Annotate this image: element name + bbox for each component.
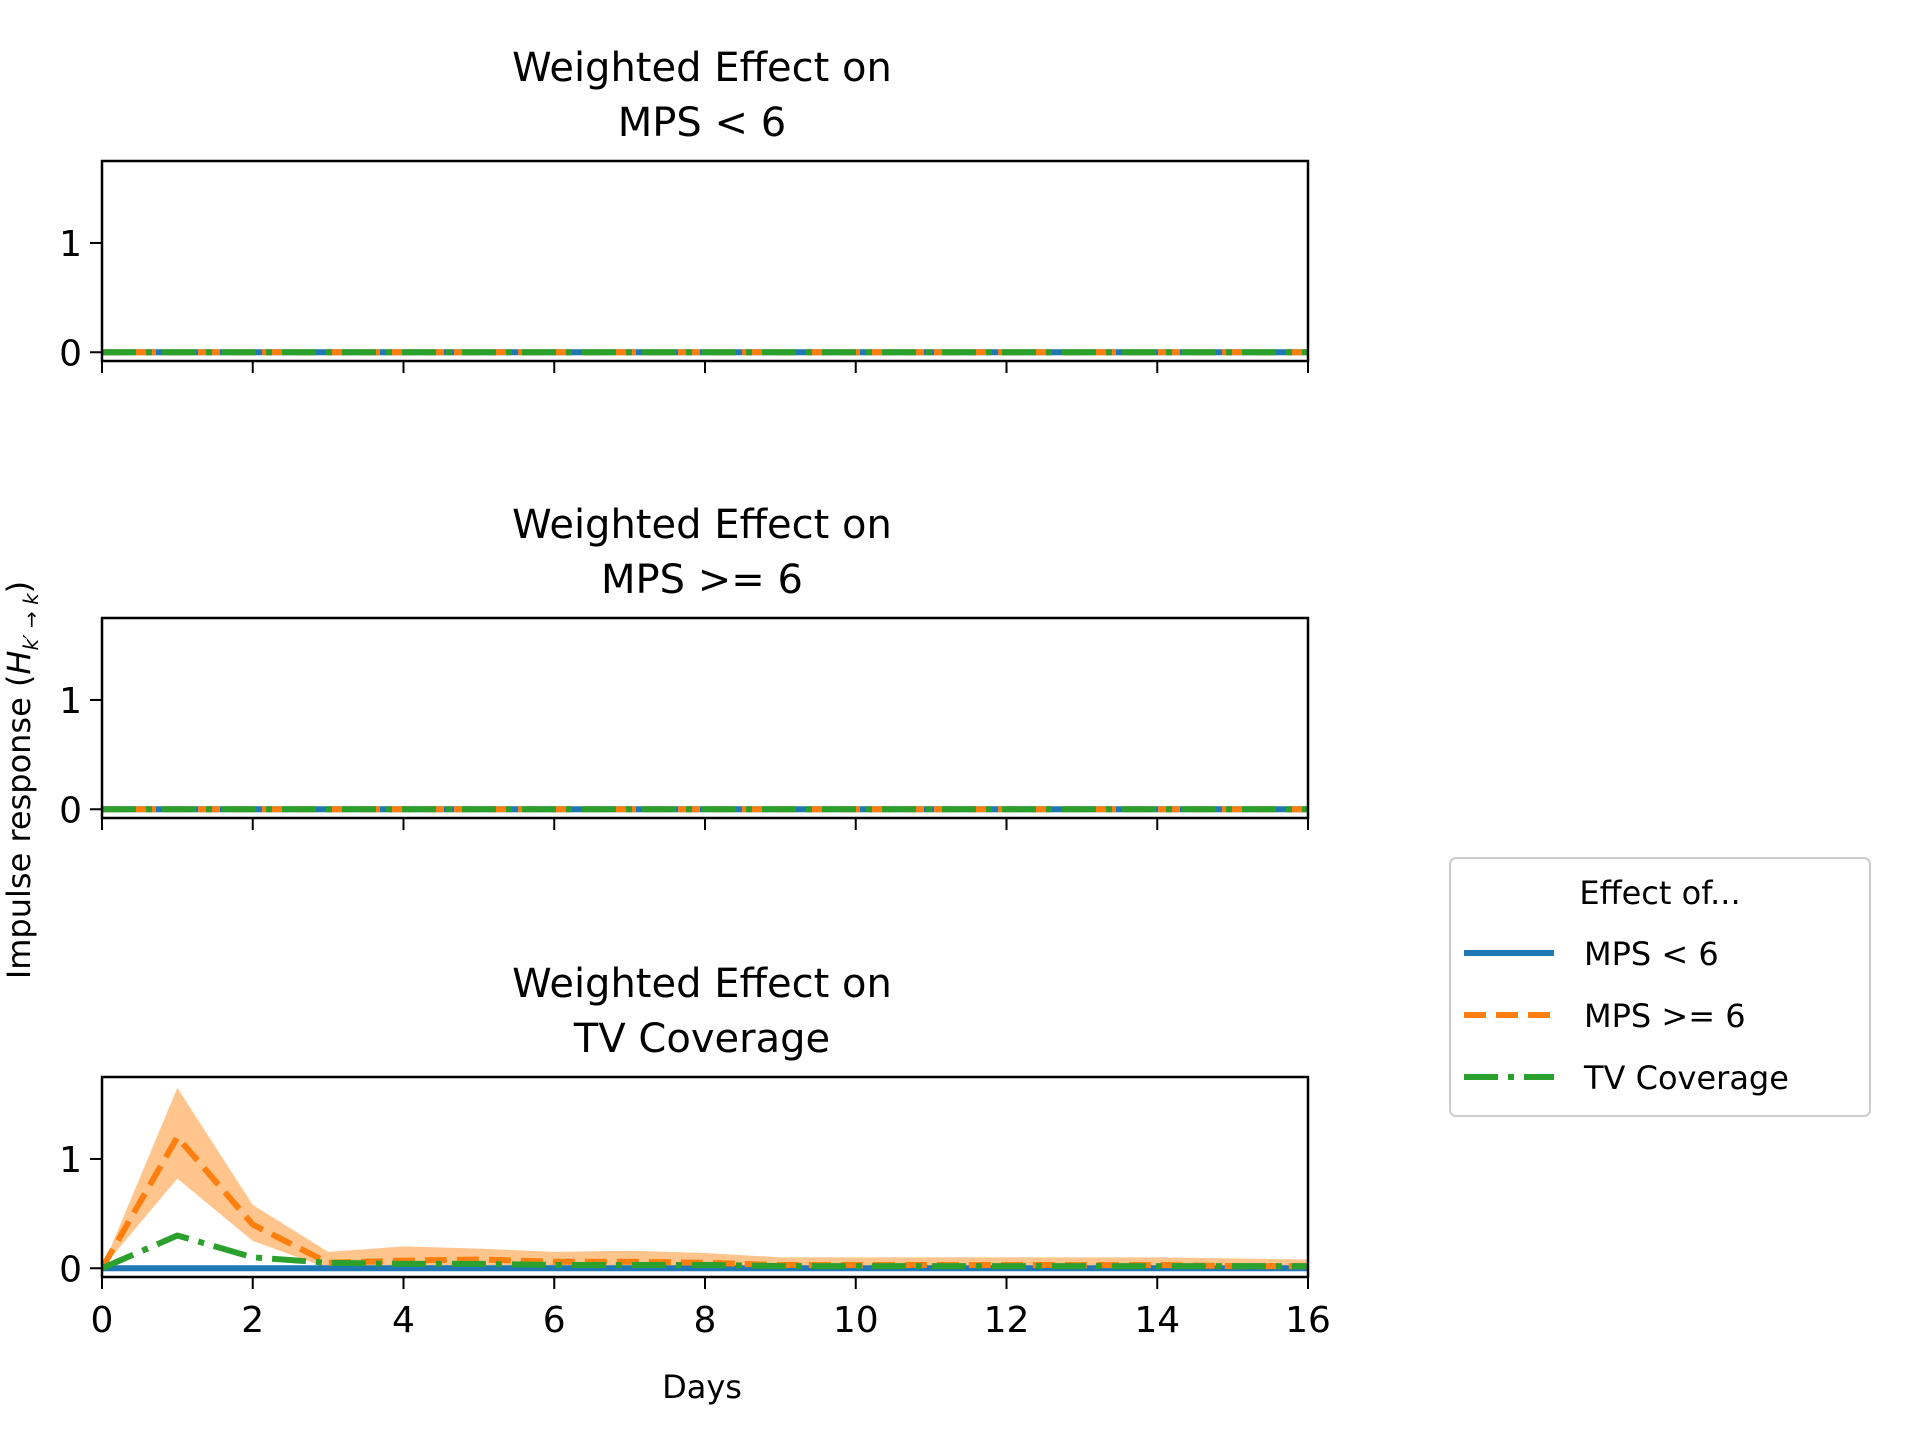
legend-label-mps-ge6: MPS >= 6 xyxy=(1584,997,1746,1035)
x-tick-label: 16 xyxy=(1285,1300,1331,1341)
x-tick-label: 4 xyxy=(392,1300,415,1341)
subplot-title-line2: MPS < 6 xyxy=(618,100,786,146)
y-tick-label: 1 xyxy=(59,224,82,265)
axes-frame xyxy=(100,159,1310,363)
x-tick-label: 2 xyxy=(241,1300,264,1341)
y-tick-label: 0 xyxy=(59,790,82,831)
subplot-title-line1: Weighted Effect on xyxy=(512,961,892,1007)
x-tick-label: 6 xyxy=(543,1300,566,1341)
series-line-mps_ge6 xyxy=(102,1134,1308,1270)
x-tick-label: 12 xyxy=(984,1300,1030,1341)
legend: Effect of... MPS < 6 MPS >= 6 TV Coverag… xyxy=(1449,857,1871,1117)
plot-area xyxy=(102,1087,1308,1272)
x-tick-label: 14 xyxy=(1134,1300,1180,1341)
subplot-title-line1: Weighted Effect on xyxy=(512,502,892,548)
legend-label-mps-lt6: MPS < 6 xyxy=(1584,935,1719,973)
subplot-mps-lt6: Weighted Effect on MPS < 6 0 1 xyxy=(59,45,1310,374)
legend-frame xyxy=(1449,857,1871,1117)
x-axis-label: Days xyxy=(662,1368,742,1406)
subplot-title-line1: Weighted Effect on xyxy=(512,45,892,91)
subplot-title-line2: MPS >= 6 xyxy=(601,557,803,603)
y-tick-label: 0 xyxy=(59,1249,82,1290)
x-tick-label: 8 xyxy=(694,1300,717,1341)
legend-title: Effect of... xyxy=(1579,874,1740,912)
y-tick-label: 1 xyxy=(59,1140,82,1181)
series-line-tv xyxy=(102,1232,1308,1272)
subplot-mps-ge6: Weighted Effect on MPS >= 6 0 1 xyxy=(59,502,1310,831)
y-tick-label: 0 xyxy=(59,333,82,374)
x-tick-label: 10 xyxy=(833,1300,879,1341)
y-axis-label: Impulse response (Hk′ → k) xyxy=(0,581,43,979)
subplot-title-line2: TV Coverage xyxy=(573,1016,830,1062)
axes-frame xyxy=(100,616,1310,820)
y-tick-label: 1 xyxy=(59,681,82,722)
x-tick-label: 0 xyxy=(91,1300,114,1341)
legend-label-tv: TV Coverage xyxy=(1583,1059,1789,1097)
